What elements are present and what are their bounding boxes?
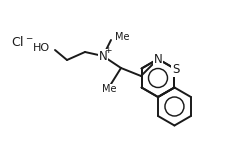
Text: S: S [172, 63, 179, 76]
Text: N: N [99, 49, 107, 62]
Text: N: N [154, 52, 162, 66]
Text: HO: HO [33, 43, 50, 53]
Text: +: + [104, 46, 112, 55]
Text: Me: Me [102, 84, 116, 94]
Text: Cl$^-$: Cl$^-$ [11, 35, 33, 49]
Text: Me: Me [115, 32, 130, 42]
